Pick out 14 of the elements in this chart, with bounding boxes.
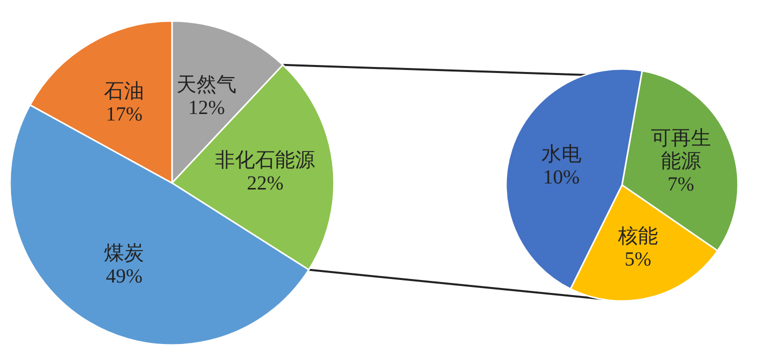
slice-label: 可再生能源 — [650, 127, 711, 172]
data-label: 5% — [624, 248, 652, 270]
data-label: 49% — [106, 265, 143, 288]
data-label: 10% — [543, 166, 580, 189]
data-label: 12% — [188, 97, 225, 120]
slice-label: 非化石能源 — [215, 150, 316, 172]
data-label: 22% — [246, 172, 284, 195]
slice-label: 石油 — [104, 80, 144, 103]
data-label: 7% — [668, 173, 694, 196]
data-label: 17% — [106, 104, 143, 126]
slice-label: 天然气 — [176, 74, 237, 96]
slice-label: 核能 — [617, 225, 658, 248]
slice-label: 煤炭 — [104, 242, 144, 264]
slice-label: 水电 — [541, 144, 582, 166]
